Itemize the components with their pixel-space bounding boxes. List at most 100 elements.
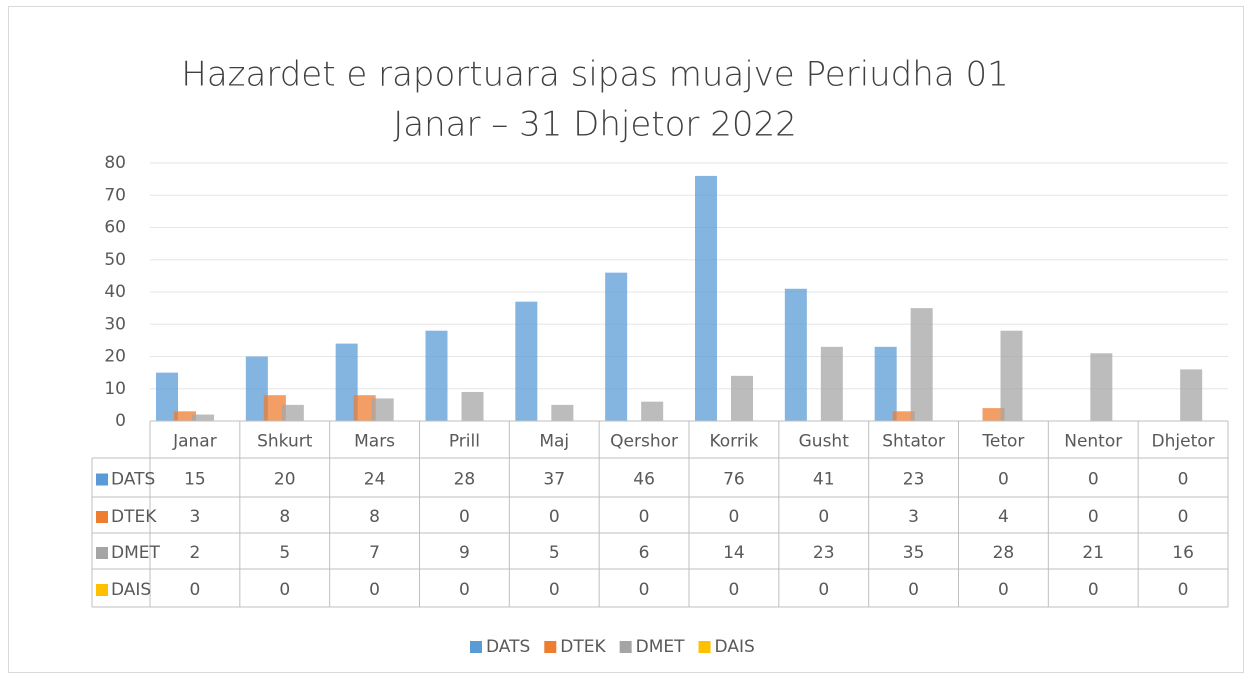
y-tick-label: 10 [104, 379, 126, 399]
table-value: 20 [274, 470, 296, 490]
table-value: 3 [908, 507, 919, 527]
x-tick-label: Maj [539, 432, 569, 452]
table-value: 23 [813, 543, 835, 563]
legend-key [96, 473, 108, 486]
bar [874, 346, 897, 421]
bar [910, 308, 933, 421]
y-tick-label: 40 [104, 282, 126, 302]
table-value: 0 [279, 580, 290, 600]
table-value: 0 [1178, 507, 1189, 527]
x-tick-label: Shtator [882, 432, 945, 452]
table-value: 21 [1082, 543, 1104, 563]
x-tick-label: Korrik [709, 432, 758, 452]
bar [335, 343, 358, 421]
table-value: 16 [1172, 543, 1194, 563]
bar [1000, 330, 1023, 421]
bar [461, 391, 484, 421]
table-series-label: DMET [111, 543, 160, 563]
chart-title: Janar – 31 Dhjetor 2022 [393, 105, 796, 145]
y-tick-label: 30 [104, 314, 126, 334]
table-value: 23 [903, 470, 925, 490]
x-tick-label: Tetor [981, 432, 1024, 452]
table-value: 0 [459, 580, 470, 600]
legend-key [470, 641, 482, 653]
table-value: 5 [549, 543, 560, 563]
bar [353, 395, 376, 421]
bar [371, 398, 394, 421]
y-tick-label: 20 [104, 347, 126, 367]
bar [695, 175, 717, 421]
legend-key [544, 641, 557, 653]
x-tick-label: Qershor [610, 432, 678, 452]
legend-label: DTEK [560, 637, 606, 657]
table-value: 0 [639, 507, 650, 527]
table-value: 0 [1178, 470, 1189, 490]
table-value: 0 [1088, 507, 1099, 527]
bar [731, 375, 753, 421]
x-tick-label: Gusht [799, 432, 850, 452]
chart-title: Hazardet e raportuara sipas muajve Periu… [181, 55, 1008, 95]
table-value: 0 [729, 580, 740, 600]
table-value: 76 [723, 470, 745, 490]
table-value: 41 [813, 470, 835, 490]
table-value: 0 [818, 507, 829, 527]
y-tick-label: 60 [104, 218, 126, 238]
x-tick-label: Mars [354, 432, 395, 452]
x-tick-label: Nentor [1064, 432, 1122, 452]
y-tick-label: 70 [104, 185, 126, 205]
bar [245, 356, 268, 421]
x-tick-label: Prill [449, 432, 480, 452]
table-value: 0 [639, 580, 650, 600]
bar [156, 372, 178, 421]
bar [192, 414, 214, 421]
bar [641, 401, 664, 421]
table-value: 7 [369, 543, 380, 563]
table-value: 0 [1088, 470, 1099, 490]
bar [1180, 369, 1203, 421]
table-value: 0 [998, 580, 1009, 600]
table-value: 0 [729, 507, 740, 527]
legend-label: DMET [636, 637, 685, 657]
table-value: 0 [1178, 580, 1189, 600]
legend-key [96, 511, 108, 523]
legend-label: DATS [486, 637, 530, 657]
table-value: 14 [723, 543, 745, 563]
bar [263, 395, 286, 421]
bar [605, 272, 628, 421]
table-series-label: DTEK [111, 507, 157, 527]
table-value: 28 [454, 470, 476, 490]
table-value: 9 [459, 543, 470, 563]
bar [820, 346, 843, 421]
legend-key [619, 641, 632, 653]
table-value: 8 [369, 507, 380, 527]
table-value: 4 [998, 507, 1009, 527]
bar [1090, 353, 1113, 421]
x-tick-label: Dhjetor [1152, 432, 1215, 452]
table-value: 8 [279, 507, 290, 527]
table-value: 0 [369, 580, 380, 600]
table-value: 0 [818, 580, 829, 600]
table-series-label: DAIS [111, 580, 151, 600]
table-value: 0 [998, 470, 1009, 490]
y-tick-label: 80 [104, 153, 126, 173]
x-tick-label: Shkurt [257, 432, 313, 452]
table-value: 24 [364, 470, 386, 490]
bar [784, 288, 807, 421]
table-value: 0 [908, 580, 919, 600]
bar [281, 404, 304, 421]
bar [174, 411, 196, 421]
table-value: 6 [639, 543, 650, 563]
table-value: 0 [549, 507, 560, 527]
table-value: 35 [903, 543, 925, 563]
bar [425, 330, 448, 421]
y-tick-label: 0 [115, 411, 126, 431]
bar [515, 301, 538, 421]
bar [982, 408, 1005, 421]
x-tick-label: Janar [172, 432, 217, 452]
table-value: 2 [190, 543, 201, 563]
bar [551, 404, 574, 421]
legend-label: DAIS [715, 637, 755, 657]
table-value: 0 [190, 580, 201, 600]
legend-key [96, 547, 108, 559]
